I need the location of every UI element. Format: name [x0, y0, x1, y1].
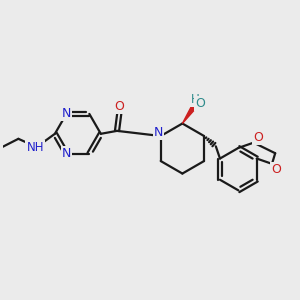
Text: O: O — [272, 163, 281, 176]
Text: N: N — [62, 147, 71, 160]
Text: NH: NH — [26, 141, 44, 154]
Text: O: O — [114, 100, 124, 112]
Text: O: O — [195, 97, 205, 110]
Text: N: N — [154, 126, 163, 139]
Polygon shape — [182, 106, 196, 124]
Text: H: H — [191, 93, 200, 106]
Text: O: O — [253, 131, 263, 144]
Text: N: N — [62, 107, 71, 120]
